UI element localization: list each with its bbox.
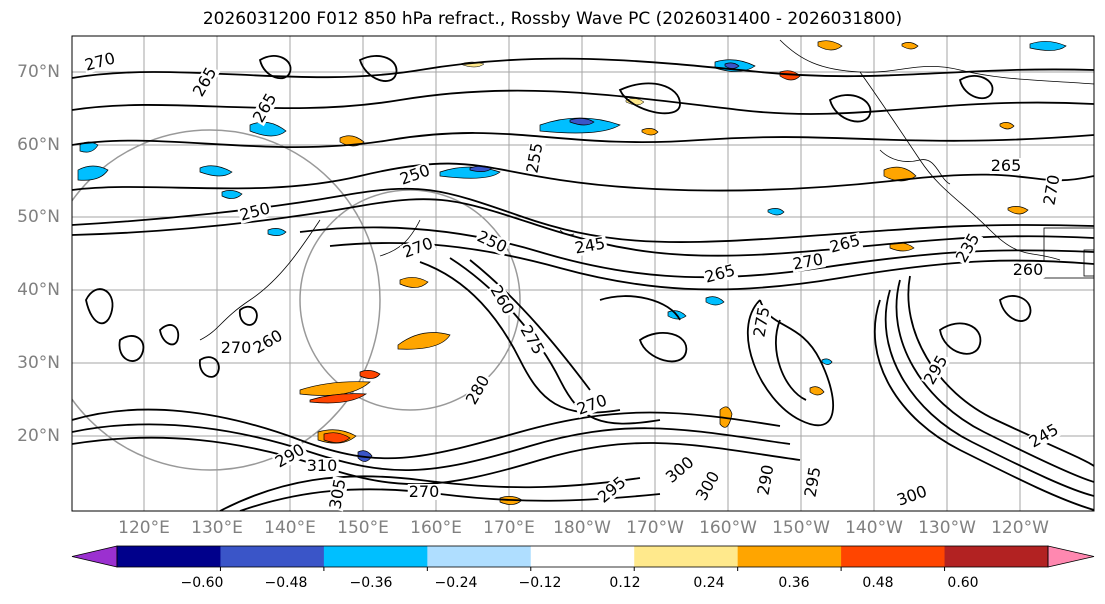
blue-patch <box>199 165 233 177</box>
orange-patch <box>399 277 429 288</box>
lon-label-130e: 130°E <box>191 518 243 538</box>
colorbar-segment <box>220 546 325 567</box>
colorbar-tick-label: 0.12 <box>609 575 641 591</box>
colorbar-segment <box>737 546 842 567</box>
red-patch <box>323 432 351 443</box>
colorbar-segment <box>427 546 532 567</box>
colorbar-tick-label: 0.60 <box>947 575 979 591</box>
colorbar-extend-min <box>71 545 118 568</box>
colorbar-tick-label: 0.36 <box>778 575 810 591</box>
lat-label-70n: 70°N <box>17 62 60 82</box>
map-panel <box>72 36 1094 511</box>
colorbar-extend-max <box>1047 545 1095 568</box>
lat-label-30n: 30°N <box>17 353 60 373</box>
lon-label-140w: 140°W <box>845 518 903 538</box>
lon-label-170e: 170°E <box>483 518 535 538</box>
colorbar-tick-label: 0.48 <box>862 575 894 591</box>
contour-label: 270 <box>407 482 441 501</box>
contour-label: 270 <box>219 338 253 357</box>
orange-patch <box>397 332 451 350</box>
colorbar-segment <box>323 546 428 567</box>
colorbar-frame <box>116 545 1049 568</box>
colorbar-tick-label: −0.36 <box>349 575 393 591</box>
blue-patch <box>767 208 785 216</box>
blue-patch <box>1029 41 1067 51</box>
blue-patch <box>569 118 595 126</box>
lon-label-130w: 130°W <box>918 518 976 538</box>
colorbar-tick-label: 0.24 <box>693 575 725 591</box>
lat-label-40n: 40°N <box>17 280 60 300</box>
orange-patch <box>809 386 825 396</box>
lon-label-140e: 140°E <box>264 518 316 538</box>
contour-label: 260 <box>1011 260 1045 279</box>
colorbar-segment <box>944 546 1049 567</box>
blue-patch <box>221 190 243 199</box>
blue-patch <box>724 62 740 69</box>
colorbar-tick-label: −0.24 <box>434 575 478 591</box>
red-patch <box>309 393 368 404</box>
blue-patch <box>705 296 725 306</box>
colorbar-segment <box>634 546 739 567</box>
lat-label-20n: 20°N <box>17 426 60 446</box>
graticule <box>72 36 1094 511</box>
contour-label: 265 <box>989 156 1023 175</box>
colorbar-tick-label: −0.48 <box>264 575 308 591</box>
red-patch <box>359 370 381 379</box>
lon-label-170w: 170°W <box>626 518 684 538</box>
lat-label-60n: 60°N <box>17 135 60 155</box>
red-patch <box>779 70 801 81</box>
map-title: 2026031200 F012 850 hPa refract., Rossby… <box>202 9 903 29</box>
lon-label-150w: 150°W <box>772 518 830 538</box>
lon-label-120e: 120°E <box>118 518 170 538</box>
colorbar-tick-label: −0.12 <box>518 575 562 591</box>
contour-label: 310 <box>305 456 339 475</box>
lon-label-160e: 160°E <box>410 518 462 538</box>
reference-circles <box>72 129 521 471</box>
colorbar <box>71 545 1095 571</box>
blue-patch <box>539 117 621 134</box>
lon-label-150e: 150°E <box>337 518 389 538</box>
colorbar-segment <box>530 546 635 567</box>
lat-label-50n: 50°N <box>17 207 60 227</box>
orange-patch <box>999 122 1015 130</box>
orange-patch <box>883 166 917 182</box>
blue-patch <box>267 228 287 236</box>
lon-label-180w: 180°W <box>553 518 611 538</box>
blue-patch <box>77 165 109 181</box>
lon-label-160w: 160°W <box>699 518 757 538</box>
lon-label-120w: 120°W <box>991 518 1049 538</box>
colorbar-segment <box>841 546 946 567</box>
orange-patch <box>719 406 733 428</box>
orange-patch <box>817 40 843 51</box>
orange-patch <box>901 42 919 50</box>
colorbar-tick-label: −0.60 <box>180 575 224 591</box>
blue-patch <box>821 358 833 365</box>
colorbar-segment <box>117 546 221 567</box>
orange-patch <box>1007 206 1029 215</box>
orange-patch <box>641 128 659 136</box>
orange-patch <box>299 381 371 396</box>
map-frame <box>71 35 1095 512</box>
